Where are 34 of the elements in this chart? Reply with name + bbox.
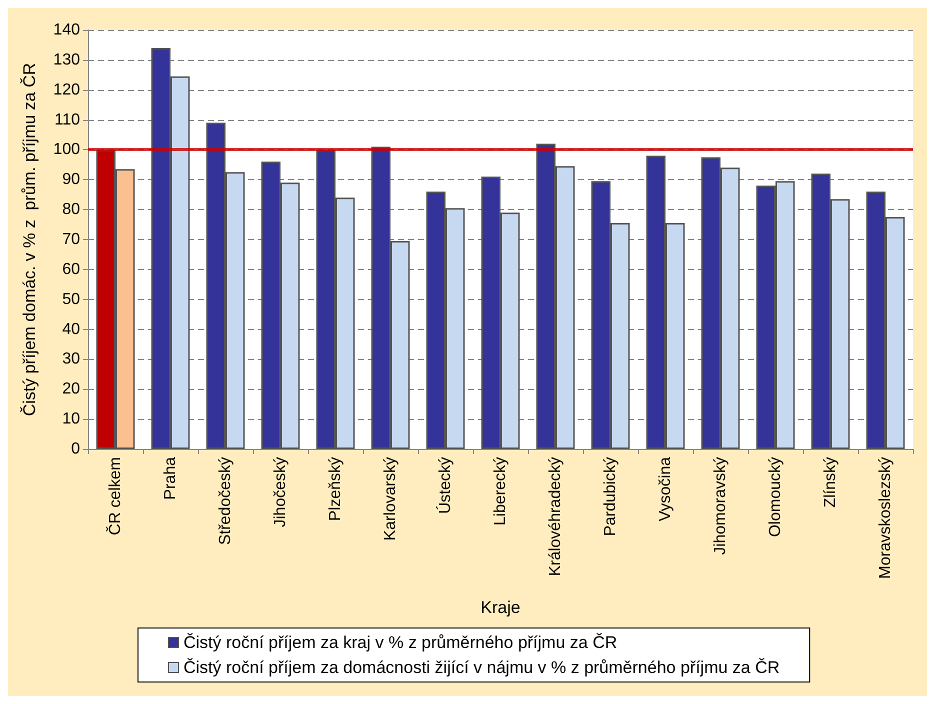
x-tick-label: Ústecký xyxy=(436,457,454,514)
x-tick-label: Olomoucký xyxy=(767,457,784,538)
x-tick-label: Zlínský xyxy=(822,457,839,508)
y-tick-label: 0 xyxy=(71,440,80,458)
legend-label: Čistý roční příjem za kraj v % z průměrného příjmu za ČR xyxy=(184,633,618,652)
x-tick-label: Jihomoravský xyxy=(712,457,729,555)
y-tick-label: 60 xyxy=(62,260,80,278)
x-tick-label: Moravskoslezský xyxy=(877,457,894,579)
x-tick-label: ČR celkem xyxy=(106,457,124,536)
x-tick-label: Pardubický xyxy=(602,457,619,536)
y-tick-label: 110 xyxy=(54,111,80,128)
y-tick-label: 40 xyxy=(62,320,80,338)
y-tick-label: 10 xyxy=(62,410,80,428)
y-tick-label: 130 xyxy=(53,51,80,68)
x-tick-label: Plzeňský xyxy=(327,457,344,522)
y-tick-label: 20 xyxy=(62,380,80,398)
y-tick-label: 70 xyxy=(62,231,80,248)
y-tick-label: 80 xyxy=(62,201,80,218)
y-tick-label: 30 xyxy=(62,350,80,368)
y-axis-title: Čistý příjem domác. v % z prům. příjmu za ČR xyxy=(20,62,39,416)
legend-label: Čistý roční příjem za domácnosti žijící v nájmu v % z průměrného příjmu za ČR xyxy=(184,658,780,677)
y-tick-label: 120 xyxy=(53,81,80,98)
x-tick-label: Vysočina xyxy=(657,456,674,522)
x-tick-label: Středočeský xyxy=(217,457,234,546)
x-tick-label: Karlovarský xyxy=(382,457,399,541)
x-axis-title: Kraje xyxy=(480,598,520,617)
x-tick-label: Liberecký xyxy=(492,457,509,526)
y-tick-label: 140 xyxy=(53,22,80,38)
x-tick-label: Královéhradecký xyxy=(547,457,564,576)
y-tick-label: 90 xyxy=(62,171,80,188)
x-tick-label: Jihočeský xyxy=(272,457,289,528)
x-tick-label: Praha xyxy=(162,456,179,500)
y-tick-label: 50 xyxy=(62,290,80,308)
y-tick-label: 100 xyxy=(53,141,80,158)
